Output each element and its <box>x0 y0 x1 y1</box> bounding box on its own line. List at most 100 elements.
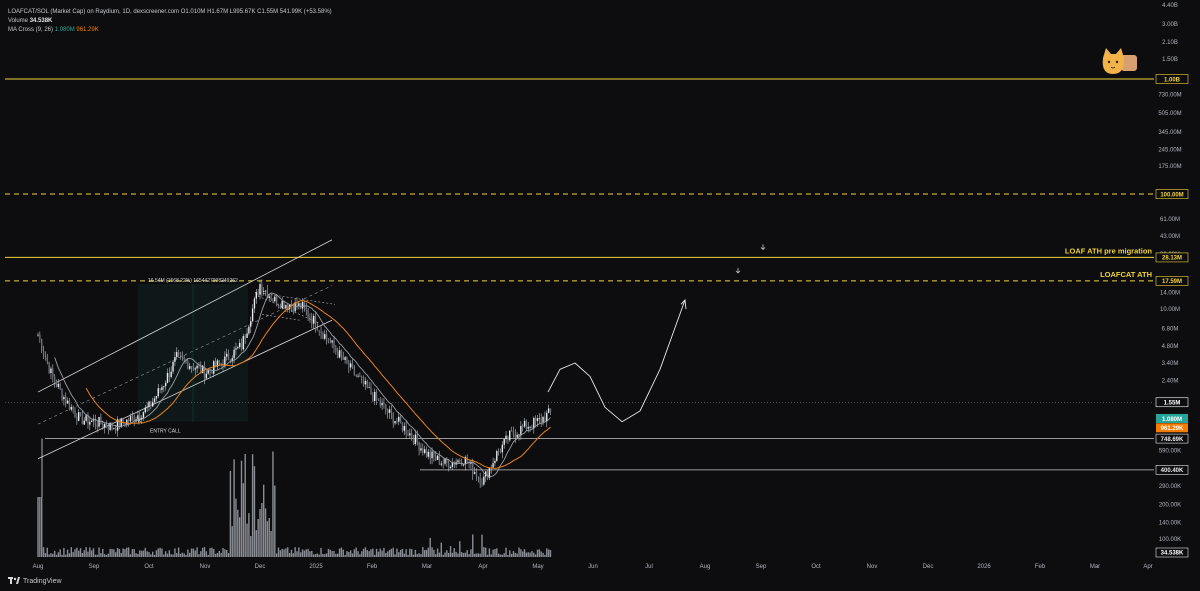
volume-bar <box>159 547 161 557</box>
volume-bar <box>340 547 343 557</box>
volume-bar <box>364 547 367 557</box>
x-tick-label: Oct <box>144 564 154 570</box>
volume-bar <box>98 547 100 557</box>
volume-bar <box>198 554 200 557</box>
volume-bar <box>549 549 552 557</box>
candle-body <box>200 366 202 374</box>
candle-body <box>427 451 430 457</box>
volume-bar <box>274 485 276 557</box>
volume-bar <box>381 550 383 557</box>
volume-bar <box>201 547 204 557</box>
legend-volume-row: Volume 34.538K <box>8 17 332 26</box>
volume-bar <box>446 550 448 557</box>
candle-body <box>235 348 237 350</box>
y-tick-label: 2.10B <box>1162 40 1178 46</box>
legend-ohlc: O1.010M H1.67M L995.67K C1.55M 541.99K (… <box>180 9 332 15</box>
volume-bar <box>492 549 494 557</box>
candle-body <box>268 296 270 298</box>
volume-bar <box>353 549 356 557</box>
volume-bar <box>414 549 417 557</box>
volume-bar <box>355 547 357 557</box>
projection-curve <box>547 298 687 423</box>
candle-body <box>522 426 524 427</box>
volume-bar <box>46 547 48 557</box>
candle-body <box>213 361 215 374</box>
projection-path <box>547 299 686 423</box>
candle-body <box>412 438 415 445</box>
x-tick-label: Feb <box>367 564 378 570</box>
y-tick-label: 290.00K <box>1159 484 1181 490</box>
ma-fast-tag-bg <box>1156 413 1188 423</box>
cat-mouth <box>1110 66 1116 69</box>
level-tag-bg <box>1155 189 1189 199</box>
candle-body <box>311 317 313 324</box>
candle-body <box>473 472 476 474</box>
candle-body <box>261 284 263 292</box>
volume-bar <box>312 554 315 557</box>
y-tick-label: 1.50B <box>1162 57 1178 63</box>
down-arrow-icon <box>735 267 741 274</box>
volume-bar <box>211 547 213 557</box>
candle-body <box>462 464 465 466</box>
volume-bar <box>546 548 548 557</box>
volume-bar <box>255 530 257 557</box>
volume-bar <box>150 554 152 557</box>
legend-title: LOAFCAT/SOL (Market Cap) on Raydium, 1D,… <box>8 9 180 15</box>
volume-bar <box>324 554 326 557</box>
candle-body <box>166 372 169 383</box>
candle-body <box>127 419 130 422</box>
candle-body <box>398 416 400 422</box>
volume-bar <box>357 551 359 557</box>
candle-body <box>377 399 380 400</box>
volume-bar <box>52 553 54 557</box>
volume-bar <box>257 518 259 557</box>
down-arrow-icon <box>760 244 766 250</box>
candle-body <box>370 387 372 395</box>
candle-body <box>263 291 265 292</box>
volume-bar <box>301 549 304 557</box>
y-tick-label: 200.00K <box>1159 503 1181 509</box>
candle-body <box>264 290 267 292</box>
volume-bar <box>470 549 472 557</box>
volume-bar <box>179 553 182 557</box>
candles <box>37 279 552 489</box>
volume-bar <box>318 554 320 557</box>
volume-bar <box>423 550 426 557</box>
volume-bar <box>115 552 117 557</box>
volume-bar <box>497 553 500 557</box>
candle-body <box>176 352 178 358</box>
volume-bar <box>438 552 441 557</box>
candle-body <box>120 418 122 428</box>
candle-body <box>187 361 189 369</box>
candle-body <box>201 365 204 374</box>
volume-tag-bg <box>1155 547 1189 558</box>
candle-body <box>233 349 235 359</box>
volume-bar <box>105 554 108 557</box>
candle-body <box>509 430 511 441</box>
volume-bar <box>305 549 307 557</box>
volume-bar <box>183 553 185 557</box>
volume-bar <box>477 553 479 557</box>
volume-bar <box>325 553 328 557</box>
volume-bar <box>139 550 141 557</box>
candle-body <box>472 461 474 474</box>
volume-bar <box>235 498 237 557</box>
volume-bar <box>116 547 119 557</box>
candle-body <box>133 416 135 422</box>
candle-body <box>505 435 507 440</box>
level-tag: 400.40K <box>1161 468 1184 474</box>
ma-slow-line <box>85 300 551 469</box>
volume-bar <box>320 547 322 557</box>
volume-bar <box>68 553 71 557</box>
candle-body <box>190 366 193 367</box>
candle-body <box>142 412 145 418</box>
volume-bar <box>429 537 431 557</box>
volume-bar <box>411 549 413 557</box>
volume-bar <box>475 553 478 557</box>
candle-body <box>89 422 91 425</box>
candle-body <box>477 476 479 478</box>
volume-bar <box>359 554 361 557</box>
y-tick-label: 43.00M <box>1160 234 1180 240</box>
volume-bar <box>464 552 467 557</box>
